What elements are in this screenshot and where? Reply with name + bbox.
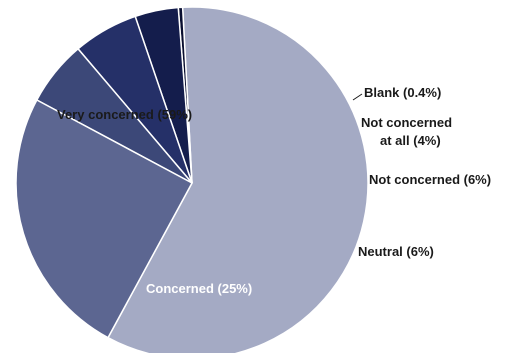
pie-slices (15, 6, 369, 353)
label-not-concerned-at-all-line1: Not concerned (361, 115, 452, 130)
label-concerned: Concerned (25%) (146, 281, 252, 296)
slice-very-concerned (107, 6, 369, 353)
slice-concerned (15, 98, 194, 339)
label-very-concerned: Very concerned (59%) (57, 107, 192, 122)
label-not-concerned: Not concerned (6%) (369, 172, 491, 187)
label-blank: Blank (0.4%) (364, 85, 441, 100)
label-neutral: Neutral (6%) (358, 244, 434, 259)
label-not-concerned-at-all-line2: at all (4%) (380, 133, 441, 148)
blank-leader-line (352, 93, 363, 101)
